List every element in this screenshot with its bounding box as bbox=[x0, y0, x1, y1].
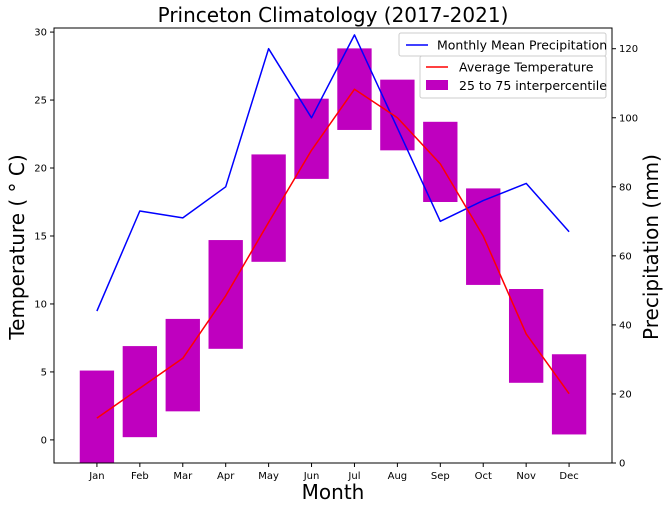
y-axis-right: 0 20 40 60 80 100 120 bbox=[612, 44, 638, 470]
y-left-tick-label: 25 bbox=[34, 96, 47, 107]
y-right-tick-label: 100 bbox=[619, 113, 638, 124]
precipitation-line bbox=[96, 34, 570, 312]
legend-swatch-interpercentile bbox=[426, 80, 448, 90]
bar-mar bbox=[165, 318, 200, 412]
y-left-tick-label: 20 bbox=[34, 164, 47, 175]
y-right-tick-label: 20 bbox=[619, 389, 632, 400]
x-tick-label-oct: Oct bbox=[475, 471, 492, 482]
x-axis-label: Month bbox=[302, 480, 365, 504]
bar-jan bbox=[79, 370, 115, 463]
x-tick-label-jan: Jan bbox=[88, 471, 104, 482]
legend-label-interpercentile: 25 to 75 interpercentile bbox=[459, 78, 607, 93]
y-left-tick-label: 0 bbox=[41, 435, 47, 446]
legend-label-precipitation: Monthly Mean Precipitation bbox=[437, 38, 607, 53]
x-tick-label-may: May bbox=[258, 471, 279, 482]
y-left-tick-label: 10 bbox=[34, 299, 47, 310]
x-tick-label-feb: Feb bbox=[131, 471, 149, 482]
bar-dec bbox=[551, 354, 587, 435]
legend: Monthly Mean Precipitation Average Temper… bbox=[398, 32, 607, 99]
y-right-tick-label: 40 bbox=[619, 320, 632, 331]
interpercentile-bars bbox=[79, 48, 587, 463]
y-axis-left: 0 5 10 15 20 25 30 bbox=[34, 28, 54, 446]
x-tick-label-jun: Jun bbox=[303, 471, 320, 482]
y-axis-left-label: Temperature ( ° C) bbox=[5, 154, 29, 340]
bar-sep bbox=[423, 121, 458, 202]
chart-title: Princeton Climatology (2017-2021) bbox=[158, 3, 509, 27]
y-right-tick-label: 0 bbox=[619, 459, 625, 470]
y-right-tick-label: 120 bbox=[619, 44, 638, 55]
series-lines bbox=[96, 34, 570, 419]
legend-label-temperature: Average Temperature bbox=[459, 60, 594, 75]
bar-nov bbox=[508, 289, 544, 383]
bar-aug bbox=[380, 79, 415, 151]
y-left-tick-label: 15 bbox=[34, 231, 47, 242]
bar-jun bbox=[294, 98, 329, 179]
y-left-tick-label: 30 bbox=[34, 28, 47, 39]
x-tick-label-sep: Sep bbox=[431, 471, 450, 482]
legend-box-temperature bbox=[419, 55, 607, 99]
y-right-tick-label: 80 bbox=[619, 182, 632, 193]
x-tick-label-dec: Dec bbox=[559, 471, 578, 482]
x-axis: Jan Feb Mar Apr May Jun Jul Aug Sep Oct Nov Dec bbox=[88, 463, 579, 482]
y-axis-right-label: Precipitation (mm) bbox=[639, 154, 663, 340]
x-tick-label-jul: Jul bbox=[347, 471, 360, 482]
x-tick-label-apr: Apr bbox=[217, 471, 235, 482]
bar-feb bbox=[122, 346, 158, 438]
bar-may bbox=[251, 154, 286, 262]
x-tick-label-nov: Nov bbox=[516, 471, 536, 482]
plot-frame bbox=[53, 27, 613, 464]
x-tick-label-mar: Mar bbox=[173, 471, 193, 482]
temperature-line bbox=[96, 88, 570, 419]
y-left-tick-label: 5 bbox=[41, 367, 47, 378]
y-right-tick-label: 60 bbox=[619, 251, 632, 262]
x-tick-label-aug: Aug bbox=[388, 471, 408, 482]
